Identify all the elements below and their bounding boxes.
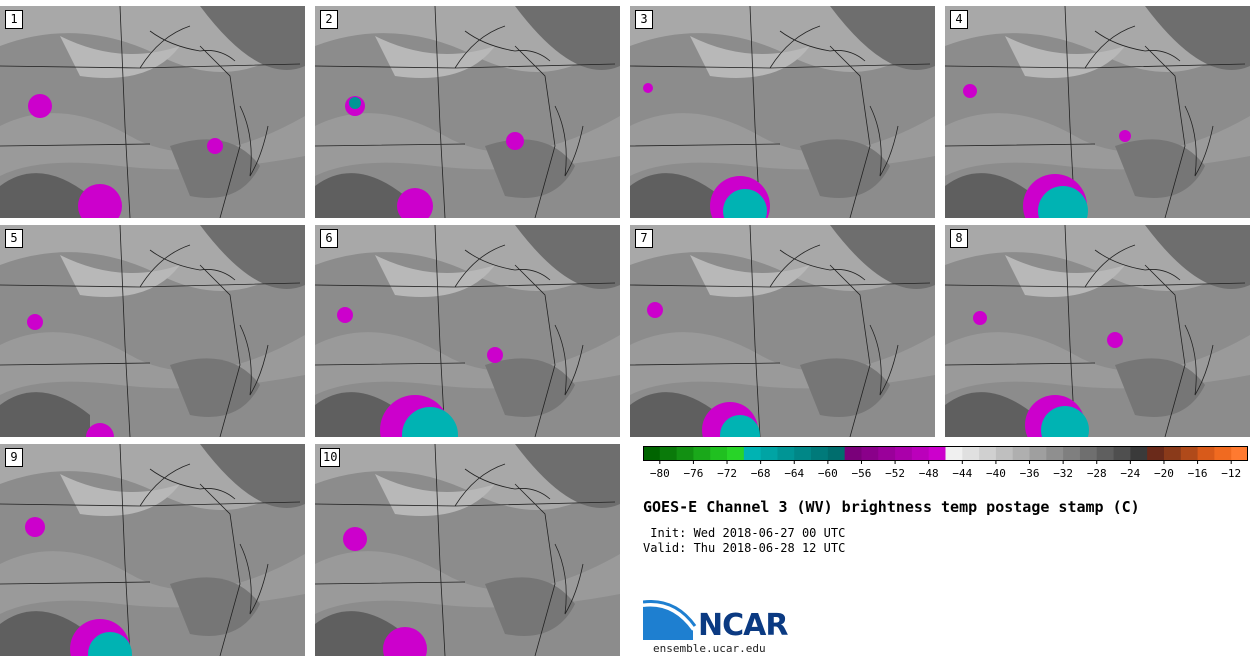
colorbar-tick-label: −28 (1087, 467, 1107, 480)
colorbar-swatch (727, 446, 745, 460)
ensemble-member-panel-4: 4 (945, 6, 1250, 218)
colorbar-swatch (1231, 446, 1248, 460)
valid-time: Valid: Thu 2018-06-28 12 UTC (643, 541, 846, 555)
colorbar-tick-label: −20 (1154, 467, 1174, 480)
ensemble-member-panel-3: 3 (630, 6, 935, 218)
colorbar-swatch (676, 446, 694, 460)
brightness-temp-map (630, 225, 935, 437)
ensemble-member-panel-9: 9 (0, 444, 305, 656)
colorbar-border (643, 446, 1248, 461)
colorbar-swatch (827, 446, 846, 460)
colorbar-swatch (1096, 446, 1115, 460)
colorbar-swatch (962, 446, 980, 460)
ensemble-member-panel-6: 6 (315, 225, 620, 437)
colorbar-swatch (777, 446, 795, 460)
colorbar-swatch (945, 446, 963, 460)
panel-number: 1 (5, 10, 23, 29)
colorbar-swatch (643, 446, 661, 460)
panel-number: 7 (635, 229, 653, 248)
colorbar-tick-label: −48 (919, 467, 939, 480)
panel-number: 5 (5, 229, 23, 248)
colorbar-swatch (659, 446, 678, 460)
colorbar-swatch (1012, 446, 1031, 460)
colorbar-tick-label: −72 (717, 467, 737, 480)
colorbar-swatch (1180, 446, 1199, 460)
colorbar-tick-label: −36 (1020, 467, 1040, 480)
colorbar-tick-label: −64 (784, 467, 804, 480)
brightness-temp-map (945, 6, 1250, 218)
brightness-temp-map (0, 444, 305, 656)
brightness-temp-map (945, 225, 1250, 437)
colorbar-tick-label: −16 (1188, 467, 1208, 480)
colorbar-tick-label: −52 (885, 467, 905, 480)
colorbar-tick-label: −60 (818, 467, 838, 480)
colorbar-swatch (895, 446, 913, 460)
ncar-logo-icon (643, 600, 697, 640)
panel-number: 8 (950, 229, 968, 248)
panel-number: 6 (320, 229, 338, 248)
colorbar-swatch (1163, 446, 1182, 460)
init-time: Init: Wed 2018-06-27 00 UTC (643, 526, 846, 540)
brightness-temp-map (315, 6, 620, 218)
colorbar-swatch (979, 446, 997, 460)
ensemble-member-panel-10: 10 (315, 444, 620, 656)
colorbar-tick-label: −56 (852, 467, 872, 480)
brightness-temp-map (0, 6, 305, 218)
panel-number: 2 (320, 10, 338, 29)
site-url: ensemble.ucar.edu (653, 642, 766, 655)
ncar-logo-text: NCAR (698, 608, 788, 643)
panel-number: 10 (320, 448, 341, 467)
colorbar-swatch (811, 446, 829, 460)
colorbar-tick-label: −12 (1221, 467, 1241, 480)
colorbar-swatch (911, 446, 930, 460)
brightness-temp-map (315, 444, 620, 656)
ensemble-member-panel-1: 1 (0, 6, 305, 218)
brightness-temp-map (315, 225, 620, 437)
colorbar-tick-label: −76 (683, 467, 703, 480)
ensemble-member-panel-2: 2 (315, 6, 620, 218)
colorbar-swatch (1063, 446, 1081, 460)
ensemble-member-panel-7: 7 (630, 225, 935, 437)
colorbar-swatch (1130, 446, 1148, 460)
colorbar-swatch (794, 446, 812, 460)
ensemble-member-panel-8: 8 (945, 225, 1250, 437)
colorbar-swatch (1197, 446, 1215, 460)
colorbar-swatch (928, 446, 946, 460)
colorbar-tick-label: −80 (650, 467, 670, 480)
colorbar-swatch (878, 446, 896, 460)
colorbar-swatch (1113, 446, 1131, 460)
colorbar-swatch (1046, 446, 1064, 460)
panel-number: 9 (5, 448, 23, 467)
ensemble-member-panel-5: 5 (0, 225, 305, 437)
colorbar-tick-label: −24 (1120, 467, 1140, 480)
colorbar-swatch (844, 446, 862, 460)
panel-number: 3 (635, 10, 653, 29)
colorbar-legend: −80 −76 −72 −68 −64 −60 −56 −52 −48 −44 −40 −36 −32 −… (643, 446, 1248, 480)
colorbar-swatch (710, 446, 728, 460)
brightness-temp-map (630, 6, 935, 218)
colorbar-swatch (1214, 446, 1232, 460)
plot-title: GOES-E Channel 3 (WV) brightness temp po… (643, 498, 1140, 516)
colorbar-swatch (995, 446, 1014, 460)
brightness-temp-map (0, 225, 305, 437)
colorbar-tick-label: −68 (751, 467, 771, 480)
panel-number: 4 (950, 10, 968, 29)
colorbar-swatch (1029, 446, 1047, 460)
colorbar-swatch (1079, 446, 1098, 460)
colorbar-tick-label: −32 (1053, 467, 1073, 480)
colorbar-swatch (743, 446, 762, 460)
colorbar-tick-label: −40 (986, 467, 1006, 480)
colorbar-swatch (861, 446, 879, 460)
colorbar-tick-label: −44 (952, 467, 972, 480)
colorbar-swatch (1147, 446, 1165, 460)
colorbar-swatch (760, 446, 778, 460)
colorbar-swatch (693, 446, 711, 460)
